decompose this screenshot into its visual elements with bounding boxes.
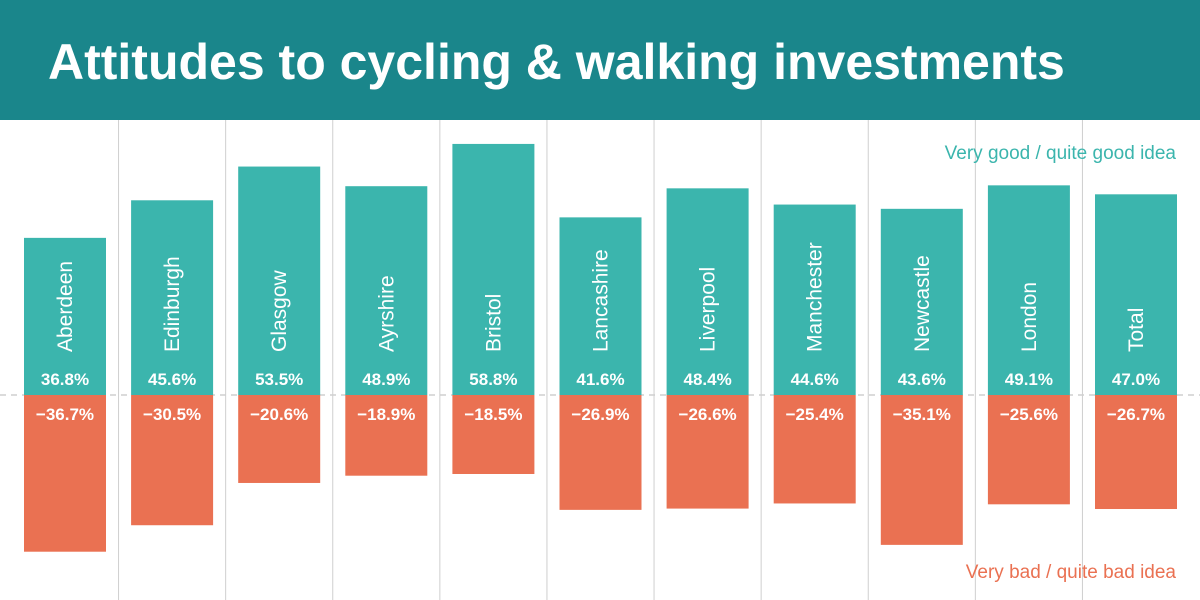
chart-title: Attitudes to cycling & walking investmen…	[48, 34, 1065, 90]
value-label-negative: −26.9%	[571, 405, 629, 424]
bar-negative	[452, 395, 535, 474]
value-label-negative: −35.1%	[893, 405, 951, 424]
category-label: Liverpool	[697, 267, 720, 352]
category-label: Edinburgh	[161, 256, 184, 352]
value-label-negative: −26.7%	[1107, 405, 1165, 424]
bar-negative	[666, 395, 749, 509]
value-label-positive: 48.9%	[362, 370, 410, 389]
bar-positive	[452, 143, 535, 395]
bar-negative	[773, 395, 856, 504]
bar-positive	[1095, 194, 1177, 395]
value-label-negative: −20.6%	[250, 405, 308, 424]
legend-negative: Very bad / quite bad idea	[965, 562, 1176, 583]
bar-positive	[131, 200, 214, 395]
bar-negative	[238, 395, 321, 483]
bar-negative	[24, 395, 106, 552]
value-label-positive: 36.8%	[41, 370, 89, 389]
bar-positive	[880, 208, 963, 395]
bar-negative	[1095, 395, 1177, 510]
bar-positive	[773, 204, 856, 395]
value-label-positive: 44.6%	[791, 370, 839, 389]
value-label-positive: 58.8%	[469, 370, 517, 389]
category-label: Manchester	[804, 242, 827, 352]
category-label: Ayrshire	[375, 275, 398, 352]
bar-negative	[131, 395, 214, 526]
value-label-positive: 43.6%	[898, 370, 946, 389]
value-label-positive: 47.0%	[1112, 370, 1160, 389]
value-label-negative: −25.4%	[786, 405, 844, 424]
bar-positive	[24, 237, 106, 395]
bar-negative	[987, 395, 1070, 505]
legend-positive: Very good / quite good idea	[944, 143, 1176, 164]
category-label: Newcastle	[911, 255, 934, 352]
bar-negative	[345, 395, 428, 476]
value-label-negative: −25.6%	[1000, 405, 1058, 424]
value-label-negative: −36.7%	[36, 405, 94, 424]
value-label-positive: 48.4%	[683, 370, 731, 389]
category-label: Aberdeen	[54, 261, 77, 352]
value-label-negative: −30.5%	[143, 405, 201, 424]
value-label-negative: −18.5%	[464, 405, 522, 424]
bar-positive	[345, 186, 428, 395]
value-label-positive: 49.1%	[1005, 370, 1053, 389]
value-label-negative: −18.9%	[357, 405, 415, 424]
bar-positive	[559, 217, 642, 395]
category-label: Glasgow	[268, 269, 291, 352]
category-label: Total	[1125, 308, 1148, 352]
bar-positive	[987, 185, 1070, 395]
category-label: Bristol	[482, 294, 505, 352]
category-label: London	[1018, 282, 1041, 352]
value-label-negative: −26.6%	[679, 405, 737, 424]
bar-negative	[880, 395, 963, 545]
header-banner: Attitudes to cycling & walking investmen…	[0, 0, 1200, 120]
value-label-positive: 45.6%	[148, 370, 196, 389]
value-label-positive: 41.6%	[576, 370, 624, 389]
bar-positive	[238, 166, 321, 395]
category-label: Lancashire	[590, 249, 613, 352]
value-label-positive: 53.5%	[255, 370, 303, 389]
bar-negative	[559, 395, 642, 510]
bar-positive	[666, 188, 749, 395]
